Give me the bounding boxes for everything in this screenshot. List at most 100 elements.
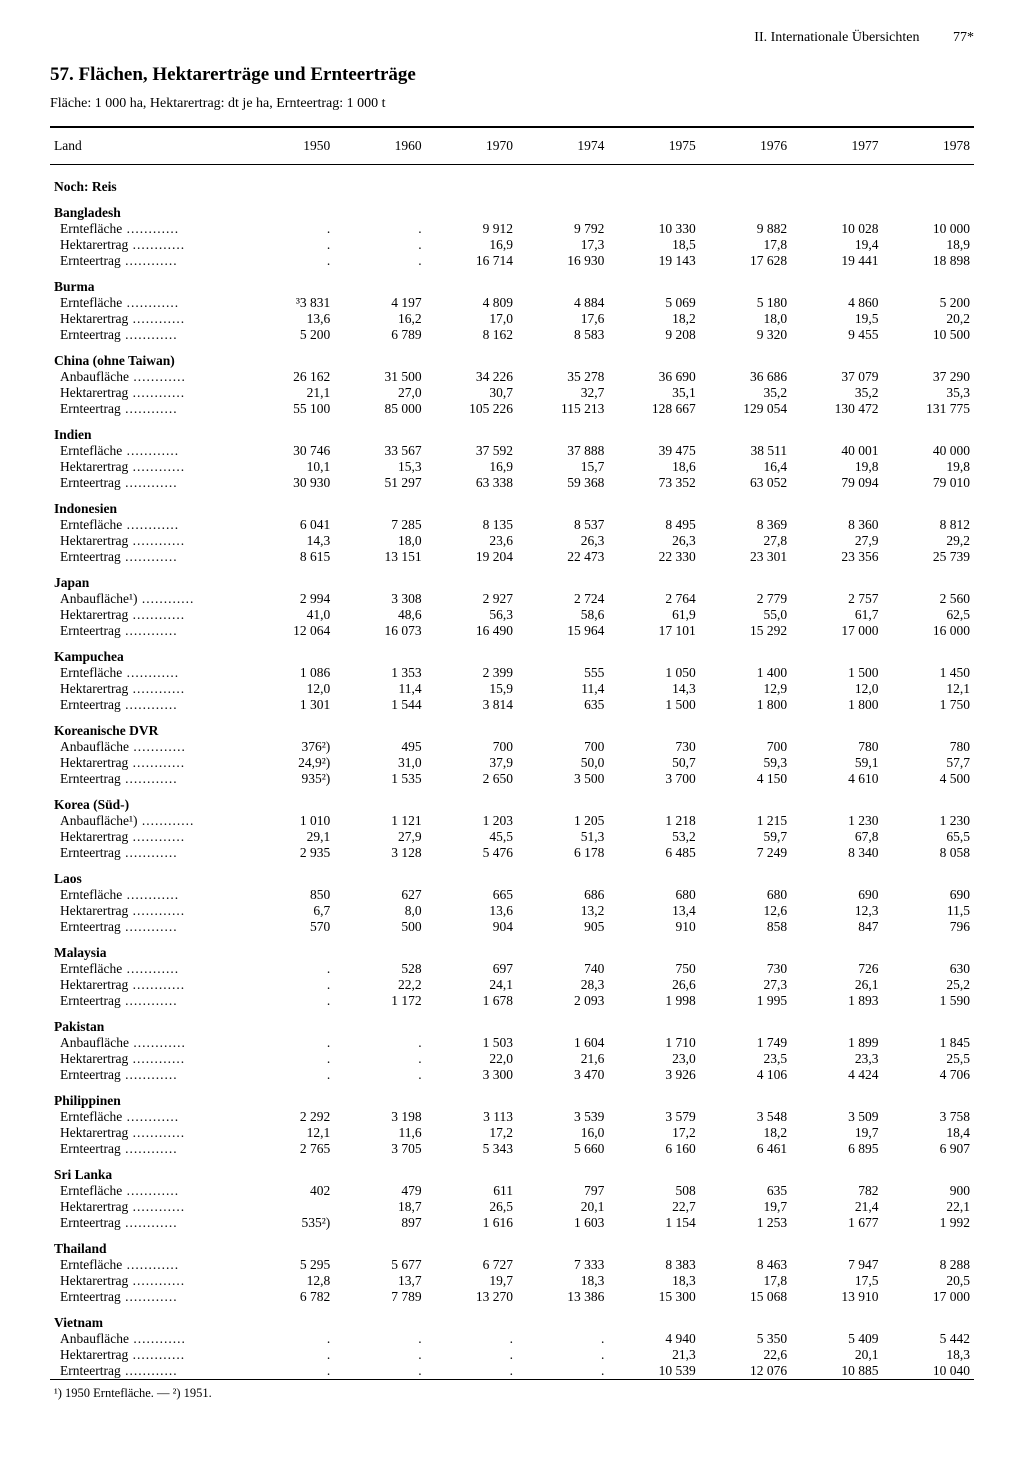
metric-label: Hektarertrag <box>50 385 243 401</box>
value-cell: 21,1 <box>243 385 334 401</box>
value-cell: 15 292 <box>700 623 791 639</box>
value-cell: 10 040 <box>883 1363 974 1380</box>
value-cell: 26,6 <box>608 977 699 993</box>
country-name: Vietnam <box>50 1305 974 1331</box>
value-cell: 17 101 <box>608 623 699 639</box>
value-cell: 21,6 <box>517 1051 608 1067</box>
value-cell: 5 660 <box>517 1141 608 1157</box>
value-cell: 129 054 <box>700 401 791 417</box>
value-cell: 1 500 <box>791 665 882 681</box>
value-cell: 850 <box>243 887 334 903</box>
metric-label: Ernteertrag <box>50 327 243 343</box>
metric-row: Hektarertrag18,726,520,122,719,721,422,1 <box>50 1199 974 1215</box>
metric-row: Anbaufläche376²)495700700730700780780 <box>50 739 974 755</box>
value-cell: . <box>426 1331 517 1347</box>
value-cell: 13 910 <box>791 1289 882 1305</box>
value-cell: 18,2 <box>608 311 699 327</box>
section-name: II. Internationale Übersichten <box>754 30 919 45</box>
country-row: Sri Lanka <box>50 1157 974 1183</box>
value-cell: 16 073 <box>334 623 425 639</box>
country-row: Bangladesh <box>50 195 974 221</box>
metric-row: Hektarertrag12,813,719,718,318,317,817,5… <box>50 1273 974 1289</box>
value-cell: 16,0 <box>517 1125 608 1141</box>
country-name: Burma <box>50 269 974 295</box>
value-cell: 3 198 <box>334 1109 425 1125</box>
value-cell: 23,0 <box>608 1051 699 1067</box>
value-cell: 13,7 <box>334 1273 425 1289</box>
value-cell: 900 <box>883 1183 974 1199</box>
col-year: 1970 <box>426 127 517 165</box>
value-cell: . <box>243 1363 334 1380</box>
metric-label: Ernteertrag <box>50 1141 243 1157</box>
value-cell: 6 485 <box>608 845 699 861</box>
metric-row: Hektarertrag41,048,656,358,661,955,061,7… <box>50 607 974 623</box>
value-cell: 50,0 <box>517 755 608 771</box>
value-cell: 1 893 <box>791 993 882 1009</box>
metric-label: Ernteertrag <box>50 697 243 713</box>
value-cell: 31,0 <box>334 755 425 771</box>
value-cell: 12 064 <box>243 623 334 639</box>
metric-label: Hektarertrag <box>50 903 243 919</box>
value-cell: 18,0 <box>700 311 791 327</box>
value-cell: 8 537 <box>517 517 608 533</box>
value-cell: 26,5 <box>426 1199 517 1215</box>
metric-label: Hektarertrag <box>50 533 243 549</box>
metric-row: Ernteertrag535²)8971 6161 6031 1541 2531… <box>50 1215 974 1231</box>
metric-label: Hektarertrag <box>50 829 243 845</box>
value-cell: 63 338 <box>426 475 517 491</box>
value-cell: 858 <box>700 919 791 935</box>
value-cell: 1 086 <box>243 665 334 681</box>
metric-label: Erntefläche <box>50 517 243 533</box>
value-cell: 7 333 <box>517 1257 608 1273</box>
value-cell: 2 757 <box>791 591 882 607</box>
value-cell: 1 121 <box>334 813 425 829</box>
metric-row: Anbaufläche¹)1 0101 1211 2031 2051 2181 … <box>50 813 974 829</box>
value-cell: 6 727 <box>426 1257 517 1273</box>
value-cell: 18,9 <box>883 237 974 253</box>
value-cell: 18,3 <box>517 1273 608 1289</box>
value-cell: 17,0 <box>426 311 517 327</box>
value-cell: 18,3 <box>608 1273 699 1289</box>
value-cell: 18,3 <box>883 1347 974 1363</box>
value-cell: 32,7 <box>517 385 608 401</box>
value-cell: . <box>426 1363 517 1380</box>
value-cell: 20,1 <box>517 1199 608 1215</box>
value-cell: 780 <box>883 739 974 755</box>
value-cell: 726 <box>791 961 882 977</box>
value-cell: . <box>334 1347 425 1363</box>
value-cell: 21,4 <box>791 1199 882 1215</box>
country-row: Vietnam <box>50 1305 974 1331</box>
value-cell: 10 885 <box>791 1363 882 1380</box>
value-cell: 1 253 <box>700 1215 791 1231</box>
metric-label: Anbaufläche¹) <box>50 591 243 607</box>
value-cell: 8 812 <box>883 517 974 533</box>
value-cell: 35 278 <box>517 369 608 385</box>
country-name: Kampuchea <box>50 639 974 665</box>
value-cell: 8 615 <box>243 549 334 565</box>
metric-row: Ernteertrag12 06416 07316 49015 96417 10… <box>50 623 974 639</box>
value-cell: 14,3 <box>243 533 334 549</box>
data-table: Land 1950 1960 1970 1974 1975 1976 1977 … <box>50 126 974 1401</box>
value-cell: 36 690 <box>608 369 699 385</box>
metric-label: Hektarertrag <box>50 237 243 253</box>
value-cell: 15 964 <box>517 623 608 639</box>
metric-label: Erntefläche <box>50 1257 243 1273</box>
value-cell: . <box>243 977 334 993</box>
value-cell: 29,2 <box>883 533 974 549</box>
value-cell: 5 442 <box>883 1331 974 1347</box>
value-cell: 33 567 <box>334 443 425 459</box>
value-cell: 2 093 <box>517 993 608 1009</box>
value-cell: 3 700 <box>608 771 699 787</box>
value-cell: 61,7 <box>791 607 882 623</box>
value-cell: 16 490 <box>426 623 517 639</box>
metric-row: Hektarertrag6,78,013,613,213,412,612,311… <box>50 903 974 919</box>
value-cell: 50,7 <box>608 755 699 771</box>
metric-row: Anbaufläche..1 5031 6041 7101 7491 8991 … <box>50 1035 974 1051</box>
value-cell: 23 301 <box>700 549 791 565</box>
metric-label: Hektarertrag <box>50 1051 243 1067</box>
value-cell: 19,7 <box>700 1199 791 1215</box>
value-cell: 2 650 <box>426 771 517 787</box>
value-cell: 40 001 <box>791 443 882 459</box>
value-cell: 3 300 <box>426 1067 517 1083</box>
value-cell: 7 947 <box>791 1257 882 1273</box>
